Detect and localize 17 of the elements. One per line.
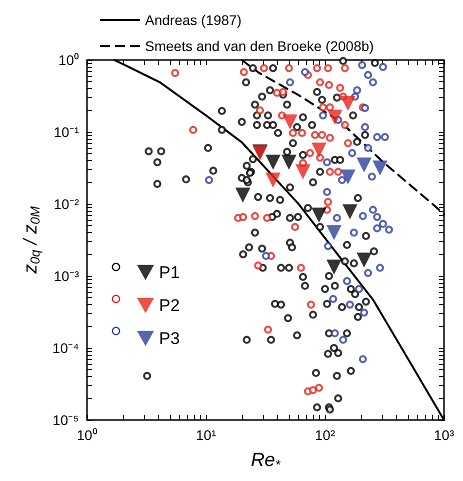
y-tick-label: 10⁰ (58, 52, 79, 68)
legend-label: P2 (159, 296, 180, 315)
y-axis-title: z0q / z0M (20, 206, 43, 275)
legend-label: P3 (159, 329, 180, 348)
y-tick-label: 10⁻¹ (54, 124, 80, 140)
legend-label: Andreas (1987) (145, 12, 242, 28)
y-tick-label: 10⁻⁵ (52, 412, 79, 428)
x-tick-label: 10¹ (196, 427, 216, 443)
x-axis-title: Re* (250, 450, 282, 472)
x-tick-label: 10⁰ (76, 427, 98, 443)
x-tick-label: 10² (314, 427, 336, 443)
y-tick-label: 10⁻³ (54, 268, 80, 284)
legend-label: P1 (159, 263, 180, 282)
x-tick-label: 10³ (434, 427, 454, 443)
y-tick-label: 10⁻⁴ (52, 340, 79, 356)
y-tick-label: 10⁻² (54, 196, 80, 212)
legend-label: Smeets and van den Broeke (2008b) (145, 38, 374, 54)
